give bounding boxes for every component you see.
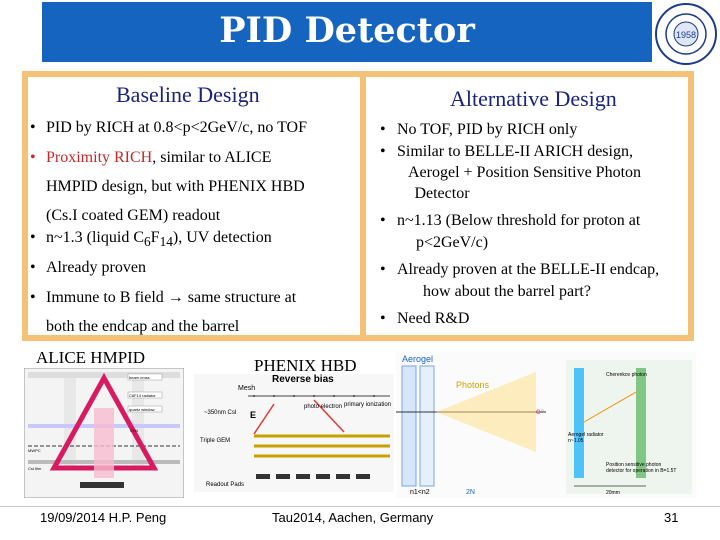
phenix-hbd-figure: Reverse bias Mesh photo electron primary…: [194, 374, 394, 492]
footer-date: 19/09/2014 H.P. Peng: [40, 510, 167, 525]
right-bullet-5: • Need R&D: [380, 310, 470, 327]
phenix-caption: PHENIX HBD: [254, 356, 357, 375]
footer-conference: Tau2014, Aachen, Germany: [272, 510, 434, 525]
svg-text:n1<n2: n1<n2: [410, 489, 430, 496]
left-bullet-4: • Already proven: [30, 259, 146, 276]
alice-hmpid-figure: beam cross C6F14 radiator quartz window …: [24, 368, 184, 498]
svg-text:MWPC: MWPC: [28, 448, 41, 453]
svg-text:Cherenkov photon: Cherenkov photon: [606, 372, 647, 378]
svg-text:n~1.05: n~1.05: [568, 438, 584, 444]
right-bullet-3: • n~1.13 (Below threshold for proton at …: [380, 212, 641, 251]
svg-text:Readout Pads: Readout Pads: [206, 482, 244, 488]
column-divider: [360, 77, 366, 335]
left-bullet-3: • n~1.3 (liquid C6F14), UV detection: [30, 229, 272, 250]
arich-figure: Aerogel Photons e⁻ n1<n2 2N Cherenkov ph…: [396, 352, 696, 498]
alternative-heading: Alternative Design: [450, 86, 617, 111]
alice-caption: ALICE HMPID: [36, 348, 146, 367]
university-seal-icon: 1958: [655, 3, 717, 65]
right-bullet-2: • Similar to BELLE-II ARICH design, Aero…: [380, 143, 642, 202]
slide-title: PID Detector: [219, 10, 475, 51]
svg-text:Photons: Photons: [456, 380, 490, 390]
svg-text:CsI film: CsI film: [28, 466, 42, 471]
baseline-heading: Baseline Design: [116, 82, 260, 107]
svg-text:primary ionization: primary ionization: [344, 402, 391, 408]
svg-text:Aerogel radiator: Aerogel radiator: [568, 432, 604, 438]
svg-text:quartz window: quartz window: [129, 407, 155, 412]
svg-text:C6F14 radiator: C6F14 radiator: [129, 393, 156, 398]
svg-text:~350nm CsI: ~350nm CsI: [204, 410, 237, 416]
svg-text:beam cross: beam cross: [129, 375, 150, 380]
svg-text:photo electron: photo electron: [304, 404, 342, 410]
svg-text:detector for operation in B=1.: detector for operation in B=1.5T: [606, 468, 676, 474]
svg-text:E: E: [250, 410, 256, 420]
footer-rule: [0, 506, 720, 507]
left-bullet-2: • Proximity RICH, similar to ALICE HMPID…: [30, 149, 305, 224]
svg-text:20mm: 20mm: [606, 490, 620, 496]
svg-text:CH4: CH4: [130, 428, 139, 433]
svg-text:1958: 1958: [676, 30, 696, 40]
left-bullet-1: • PID by RICH at 0.8<p<2GeV/c, no TOF: [30, 119, 308, 136]
right-bullet-1: • No TOF, PID by RICH only: [380, 121, 578, 138]
page-number: 31: [664, 510, 679, 525]
right-bullet-4: • Already proven at the BELLE-II endcap,…: [380, 261, 660, 300]
content-frame: [22, 71, 694, 341]
svg-text:Mesh: Mesh: [238, 385, 255, 392]
svg-text:Triple GEM: Triple GEM: [200, 438, 230, 444]
svg-text:Aerogel: Aerogel: [402, 354, 433, 364]
svg-text:Reverse bias: Reverse bias: [272, 374, 334, 385]
title-bar: PID Detector: [42, 2, 652, 62]
arrow-icon: →: [167, 289, 184, 306]
svg-text:e⁻: e⁻: [536, 407, 545, 416]
left-bullet-5: • Immune to B field → same structure at …: [30, 289, 297, 335]
svg-text:Position sensitive photon: Position sensitive photon: [606, 462, 662, 468]
svg-text:2N: 2N: [466, 489, 475, 496]
